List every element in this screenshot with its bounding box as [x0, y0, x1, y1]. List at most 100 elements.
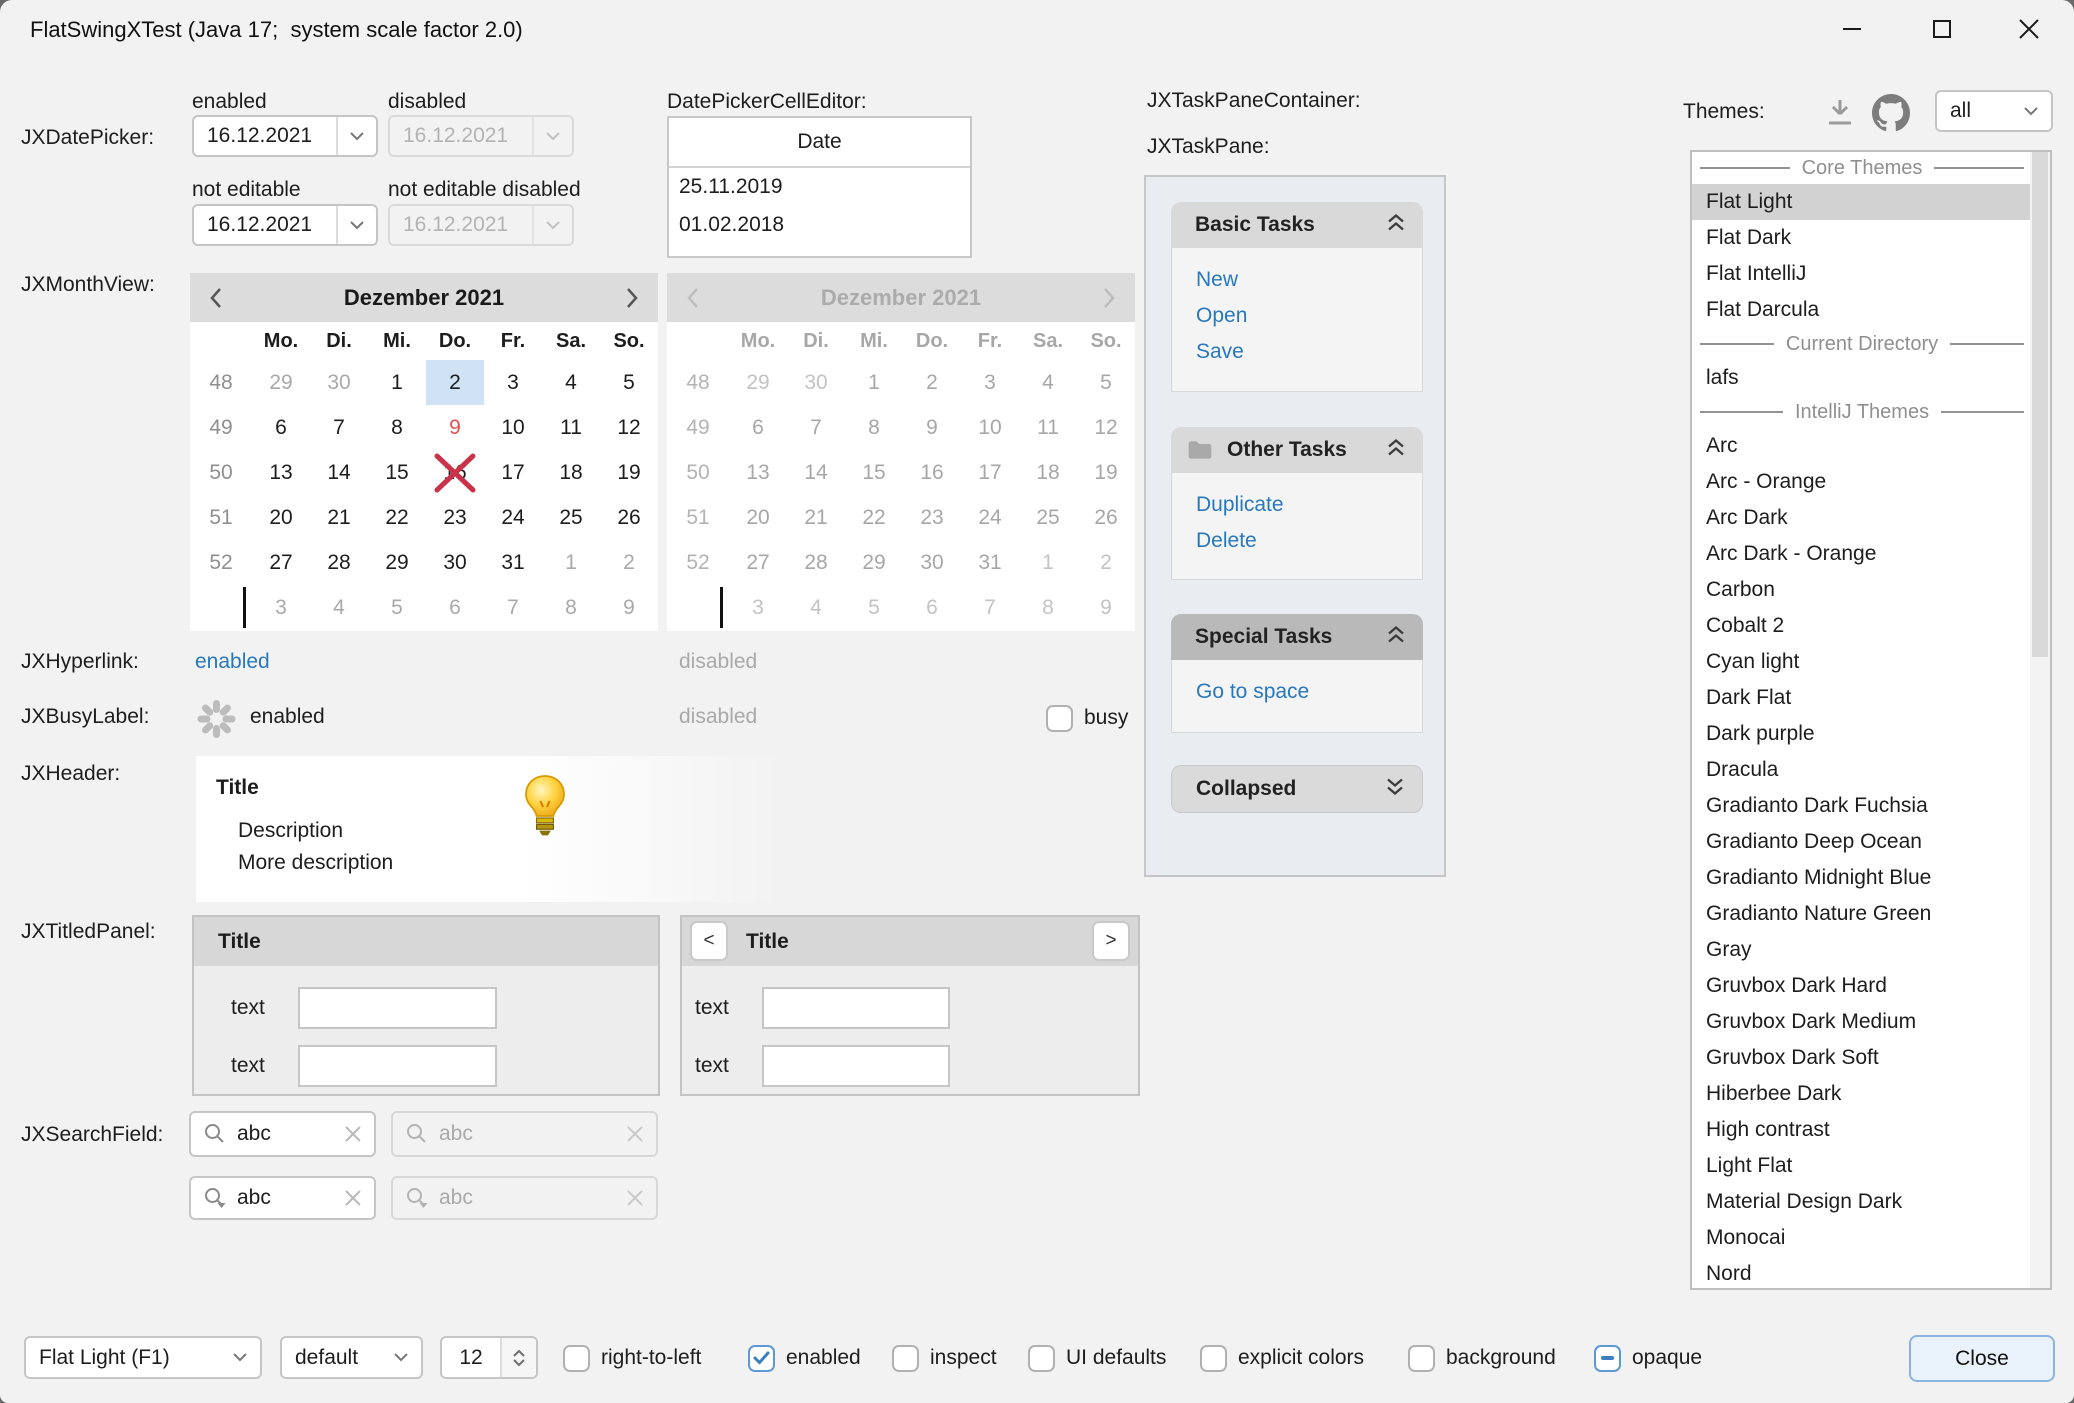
datepicker-enabled[interactable]: 16.12.2021 [192, 115, 378, 157]
theme-item[interactable]: Monocai [1706, 1226, 1786, 1249]
calendar-day[interactable]: 5 [623, 370, 635, 394]
calendar-day[interactable]: 19 [617, 460, 641, 484]
download-icon[interactable] [1822, 96, 1858, 130]
task-link[interactable]: New [1196, 268, 1239, 291]
calendar-day[interactable]: 15 [385, 460, 409, 484]
chevron-double-up-icon[interactable] [1385, 625, 1407, 650]
theme-item[interactable]: Arc [1706, 434, 1738, 457]
calendar-day[interactable]: 8 [565, 595, 577, 619]
checkbox-background[interactable]: background [1408, 1344, 1556, 1372]
calendar-day[interactable]: 12 [617, 415, 641, 439]
calendar-day[interactable]: 4 [333, 595, 345, 619]
text-input[interactable] [297, 1045, 497, 1087]
scrollbar-thumb[interactable] [2032, 152, 2048, 657]
hyperlink-enabled[interactable]: enabled [195, 650, 270, 673]
calendar-day[interactable]: 25 [559, 505, 583, 529]
clear-icon[interactable] [344, 1189, 362, 1207]
search-dropdown-icon[interactable] [203, 1186, 227, 1210]
table-row[interactable]: 01.02.2018 [679, 213, 785, 236]
calendar-day[interactable]: 26 [617, 505, 641, 529]
calendar-day[interactable]: 6 [449, 595, 461, 619]
spinner-buttons[interactable] [500, 1338, 536, 1377]
checkbox-box[interactable] [1046, 704, 1073, 732]
datepicker-not-editable[interactable]: 16.12.2021 [192, 204, 378, 246]
theme-item[interactable]: Arc Dark - Orange [1706, 542, 1877, 565]
checkbox-box[interactable] [1028, 1344, 1055, 1372]
datepicker-value[interactable]: 16.12.2021 [207, 124, 313, 147]
search-field[interactable]: abc [189, 1111, 376, 1157]
scrollbar-track[interactable] [2030, 152, 2050, 1288]
checkbox-enabled[interactable]: enabled [748, 1344, 861, 1372]
calendar-day[interactable]: 27 [269, 550, 293, 574]
github-icon[interactable] [1872, 94, 1910, 132]
calendar-day[interactable]: 5 [391, 595, 403, 619]
theme-item[interactable]: Arc - Orange [1706, 470, 1827, 493]
theme-item[interactable]: Gradianto Deep Ocean [1706, 830, 1922, 853]
theme-item[interactable]: Cyan light [1706, 650, 1800, 673]
maximize-button[interactable] [1897, 0, 1987, 58]
theme-item[interactable]: Flat Darcula [1706, 298, 1820, 321]
calendar-day[interactable]: 1 [565, 550, 577, 574]
text-input[interactable] [297, 987, 497, 1029]
checkbox-inspect[interactable]: inspect [892, 1344, 997, 1372]
taskpane-header[interactable]: Basic Tasks [1171, 202, 1423, 248]
table-row[interactable]: 25.11.2019 [679, 175, 783, 198]
calendar-day[interactable]: 6 [275, 415, 287, 439]
combo-dropdown-button[interactable] [2011, 92, 2051, 130]
datepicker-dropdown-button[interactable] [336, 206, 376, 244]
text-input[interactable] [761, 1045, 950, 1087]
calendar-day[interactable]: 1 [391, 370, 403, 394]
theme-item[interactable]: Gruvbox Dark Hard [1706, 974, 1887, 997]
calendar-day[interactable]: 3 [507, 370, 519, 394]
calendar-day[interactable]: 30 [327, 370, 351, 394]
taskpane-header[interactable]: Collapsed [1171, 765, 1423, 813]
laf-combo[interactable]: Flat Light (F1) [24, 1336, 262, 1379]
theme-item[interactable]: Dark Flat [1706, 686, 1792, 709]
calendar-day[interactable]: 20 [269, 505, 293, 529]
theme-item[interactable]: Dracula [1706, 758, 1779, 781]
checkbox-box[interactable] [1408, 1344, 1435, 1372]
chevron-double-down-icon[interactable] [1384, 777, 1406, 802]
theme-item[interactable]: Dark purple [1706, 722, 1815, 745]
search-input[interactable]: abc [237, 1122, 271, 1145]
checkbox-right-to-left[interactable]: right-to-left [563, 1344, 701, 1372]
calendar-day[interactable]: 7 [507, 595, 519, 619]
theme-item[interactable]: Gradianto Midnight Blue [1706, 866, 1932, 889]
search-field[interactable]: abc [189, 1176, 376, 1220]
checkbox-explicit-colors[interactable]: explicit colors [1200, 1344, 1364, 1372]
theme-item[interactable]: Light Flat [1706, 1154, 1793, 1177]
next-button[interactable]: > [1092, 921, 1130, 961]
busy-checkbox[interactable]: busy [1046, 704, 1128, 732]
calendar-day[interactable]: 2 [426, 360, 484, 405]
theme-item[interactable]: Gray [1706, 938, 1752, 961]
calendar-day[interactable]: 31 [501, 550, 525, 574]
task-link[interactable]: Duplicate [1196, 493, 1284, 516]
checkbox-box[interactable] [748, 1344, 775, 1372]
calendar-day[interactable]: 10 [501, 415, 525, 439]
checkbox-ui-defaults[interactable]: UI defaults [1028, 1344, 1166, 1372]
task-link[interactable]: Go to space [1196, 680, 1310, 703]
combo-dropdown-button[interactable] [220, 1338, 260, 1377]
calendar-day[interactable]: 9 [623, 595, 635, 619]
calendar-day[interactable]: 30 [443, 550, 467, 574]
theme-item[interactable]: Flat Dark [1706, 226, 1792, 249]
themes-filter-combo[interactable]: all [1935, 90, 2053, 132]
checkbox-box[interactable] [1594, 1344, 1621, 1372]
calendar-day[interactable]: 18 [559, 460, 583, 484]
calendar-day[interactable]: 3 [275, 595, 287, 619]
search-icon[interactable] [203, 1122, 227, 1146]
taskpane-header[interactable]: Special Tasks [1171, 614, 1423, 660]
task-link[interactable]: Delete [1196, 529, 1257, 552]
minimize-button[interactable] [1807, 0, 1897, 58]
theme-item[interactable]: Gruvbox Dark Soft [1706, 1046, 1879, 1069]
table-header[interactable]: Date [669, 118, 970, 168]
theme-item[interactable]: Material Design Dark [1706, 1190, 1903, 1213]
calendar-day[interactable]: 28 [327, 550, 351, 574]
calendar-day[interactable]: 7 [333, 415, 345, 439]
font-combo[interactable]: default [280, 1336, 423, 1379]
theme-item[interactable]: Flat IntelliJ [1706, 262, 1807, 285]
checkbox-box[interactable] [563, 1344, 590, 1372]
theme-item[interactable]: Gradianto Nature Green [1706, 902, 1932, 925]
chevron-double-up-icon[interactable] [1385, 438, 1407, 463]
calendar-day[interactable]: 11 [560, 415, 582, 439]
